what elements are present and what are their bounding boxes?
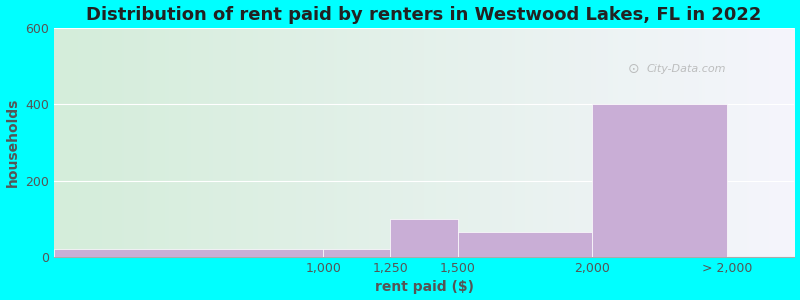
Bar	[323, 249, 390, 257]
Y-axis label: households: households	[6, 98, 19, 187]
Text: City-Data.com: City-Data.com	[646, 64, 726, 74]
Bar	[458, 232, 593, 257]
Title: Distribution of rent paid by renters in Westwood Lakes, FL in 2022: Distribution of rent paid by renters in …	[86, 6, 762, 24]
Text: ⊙: ⊙	[628, 62, 639, 76]
Bar	[593, 104, 727, 257]
Bar	[54, 249, 323, 257]
Bar	[390, 219, 458, 257]
X-axis label: rent paid ($): rent paid ($)	[374, 280, 474, 294]
